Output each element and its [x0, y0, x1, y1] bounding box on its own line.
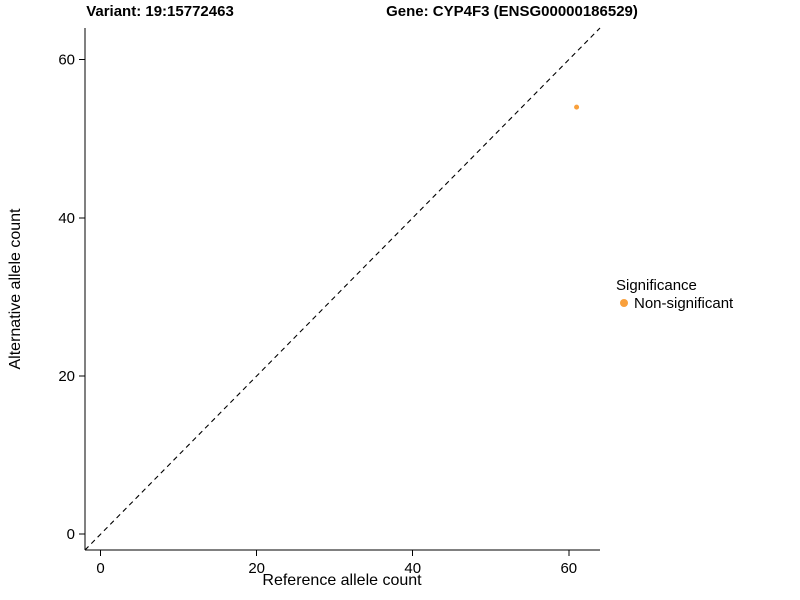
y-axis-label: Alternative allele count	[7, 208, 24, 370]
y-tick-label: 40	[58, 210, 75, 227]
x-tick-label: 0	[96, 560, 104, 577]
y-tick-label: 60	[58, 52, 75, 69]
y-axis-ticks: 0 20 40 60	[58, 52, 85, 543]
legend: Significance Non-significant	[616, 277, 734, 312]
x-tick-label: 40	[404, 560, 421, 577]
plot-title-variant: Variant: 19:15772463	[86, 3, 234, 20]
legend-title: Significance	[616, 277, 697, 294]
plot-title-gene: Gene: CYP4F3 (ENSG00000186529)	[386, 3, 638, 20]
y-tick-label: 0	[67, 526, 75, 543]
x-tick-label: 60	[560, 560, 577, 577]
x-axis-label: Reference allele count	[262, 572, 422, 589]
y-tick-label: 20	[58, 368, 75, 385]
x-axis-ticks: 0 20 40 60	[96, 550, 577, 577]
identity-line	[84, 27, 601, 551]
data-point	[574, 104, 580, 110]
data-points	[574, 104, 580, 110]
legend-swatch-non-significant-icon	[620, 299, 628, 307]
x-tick-label: 20	[248, 560, 265, 577]
legend-entry-label: Non-significant	[634, 295, 734, 312]
